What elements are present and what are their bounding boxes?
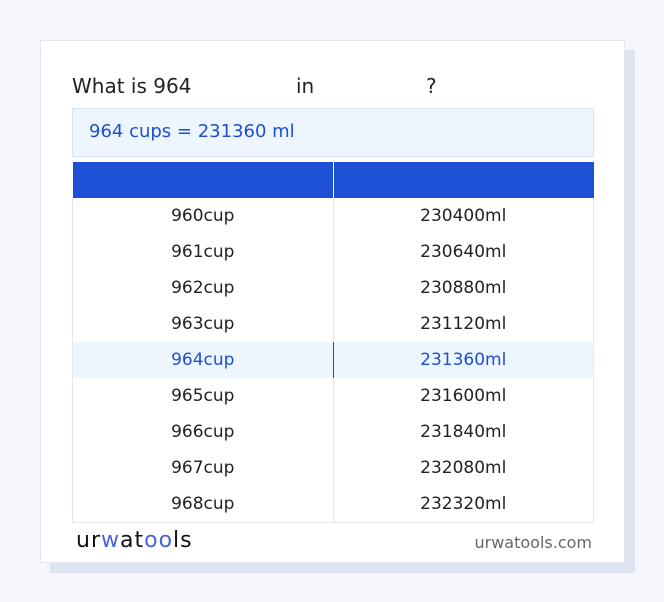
table-row: 965cup 231600ml bbox=[72, 378, 594, 414]
ml-cell: 232080ml bbox=[332, 450, 594, 486]
table-row: 967cup 232080ml bbox=[72, 450, 594, 486]
cups-cell: 960cup bbox=[72, 198, 334, 234]
ml-cell: 231600ml bbox=[332, 378, 594, 414]
column-header-ml bbox=[333, 162, 594, 198]
ml-cell: 231360ml bbox=[332, 342, 594, 378]
page-title: What is 964 in ? bbox=[72, 74, 437, 194]
title-suffix: ? bbox=[426, 74, 437, 98]
table-row: 966cup 231840ml bbox=[72, 414, 594, 450]
site-link[interactable]: urwatools.com bbox=[474, 533, 593, 552]
table-row: 964cup 231360ml bbox=[72, 342, 594, 378]
title-prefix: What is 964 bbox=[72, 74, 192, 98]
cups-cell: 968cup bbox=[72, 486, 334, 523]
cups-cell: 964cup bbox=[72, 342, 334, 378]
column-header-cups bbox=[72, 162, 334, 198]
cups-cell: 962cup bbox=[72, 270, 334, 306]
table-row: 963cup 231120ml bbox=[72, 306, 594, 342]
cups-cell: 967cup bbox=[72, 450, 334, 486]
cups-cell: 965cup bbox=[72, 378, 334, 414]
table-row: 962cup 230880ml bbox=[72, 270, 594, 306]
cups-cell: 961cup bbox=[72, 234, 334, 270]
ml-cell: 230880ml bbox=[332, 270, 594, 306]
converter-card: What is 964 in ? 964 cups = 231360 ml 96… bbox=[40, 40, 625, 563]
table-row: 961cup 230640ml bbox=[72, 234, 594, 270]
cups-cell: 963cup bbox=[72, 306, 334, 342]
ml-cell: 231120ml bbox=[332, 306, 594, 342]
ml-cell: 230400ml bbox=[332, 198, 594, 234]
ml-cell: 232320ml bbox=[332, 486, 594, 523]
ml-cell: 231840ml bbox=[332, 414, 594, 450]
table-row: 960cup 230400ml bbox=[72, 198, 594, 234]
table-row: 968cup 232320ml bbox=[72, 486, 594, 523]
result-box: 964 cups = 231360 ml bbox=[72, 108, 594, 157]
conversion-table: 960cup 230400ml 961cup 230640ml 962cup 230880… bbox=[72, 162, 594, 523]
ml-cell: 230640ml bbox=[332, 234, 594, 270]
cups-cell: 966cup bbox=[72, 414, 334, 450]
urwatools-logo[interactable]: urwatools bbox=[76, 528, 193, 553]
title-mid: in bbox=[296, 74, 315, 98]
